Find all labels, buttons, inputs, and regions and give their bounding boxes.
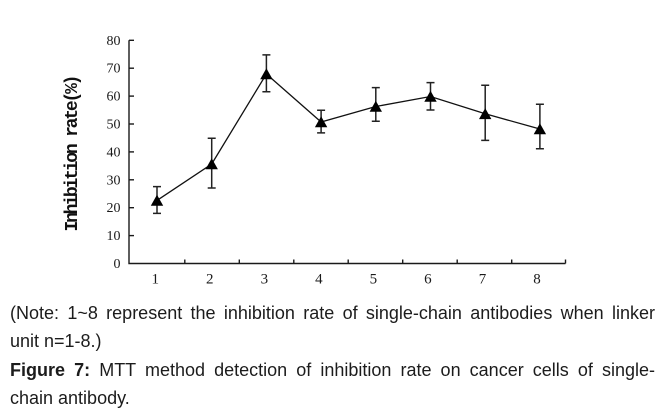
svg-text:6: 6 bbox=[424, 272, 432, 288]
svg-text:7: 7 bbox=[479, 272, 487, 288]
svg-text:80: 80 bbox=[107, 34, 121, 49]
svg-text:50: 50 bbox=[107, 118, 121, 133]
svg-text:8: 8 bbox=[533, 272, 541, 288]
svg-text:40: 40 bbox=[107, 145, 121, 160]
svg-text:3: 3 bbox=[261, 272, 269, 288]
svg-text:60: 60 bbox=[107, 90, 121, 105]
svg-text:4: 4 bbox=[315, 272, 323, 288]
svg-text:20: 20 bbox=[107, 201, 121, 216]
svg-text:0: 0 bbox=[114, 257, 121, 272]
svg-text:1: 1 bbox=[152, 272, 160, 288]
svg-text:2: 2 bbox=[206, 272, 214, 288]
svg-text:5: 5 bbox=[370, 272, 378, 288]
svg-text:10: 10 bbox=[107, 229, 121, 244]
svg-text:70: 70 bbox=[107, 62, 121, 77]
svg-text:Inhibition rate(%): Inhibition rate(%) bbox=[63, 75, 83, 232]
svg-text:30: 30 bbox=[107, 173, 121, 188]
